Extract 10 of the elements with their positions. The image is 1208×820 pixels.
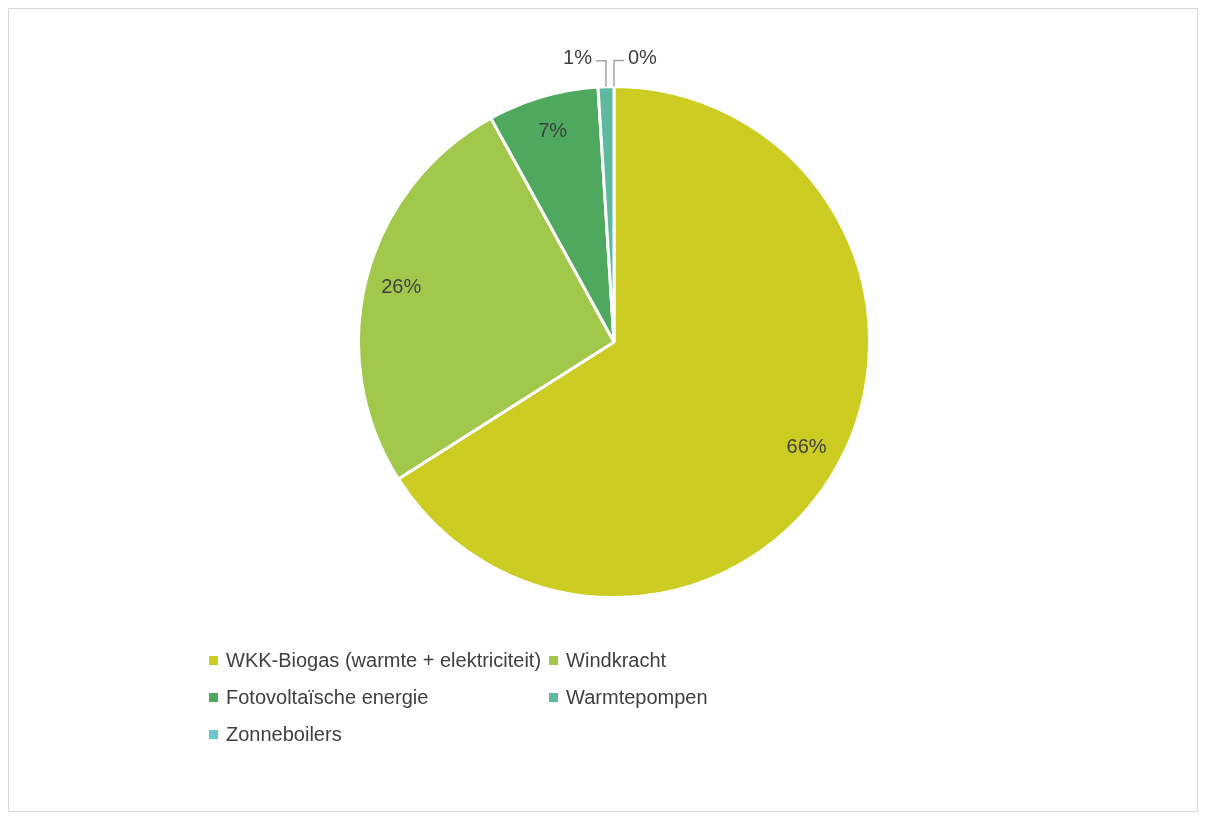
legend-label: Zonneboilers [226, 723, 342, 746]
legend-label: WKK-Biogas (warmte + elektriciteit) [226, 649, 542, 672]
text: 0% [628, 46, 657, 69]
data-label: 1% [563, 46, 593, 69]
legend-label: Warmtepompen [566, 686, 708, 709]
legend-label: Windkracht [566, 649, 667, 672]
data-label: 26% [381, 274, 422, 297]
legend-label: Fotovoltaïsche energie [226, 686, 429, 709]
data-label: 66% [786, 435, 827, 458]
data-label: 7% [538, 118, 568, 141]
